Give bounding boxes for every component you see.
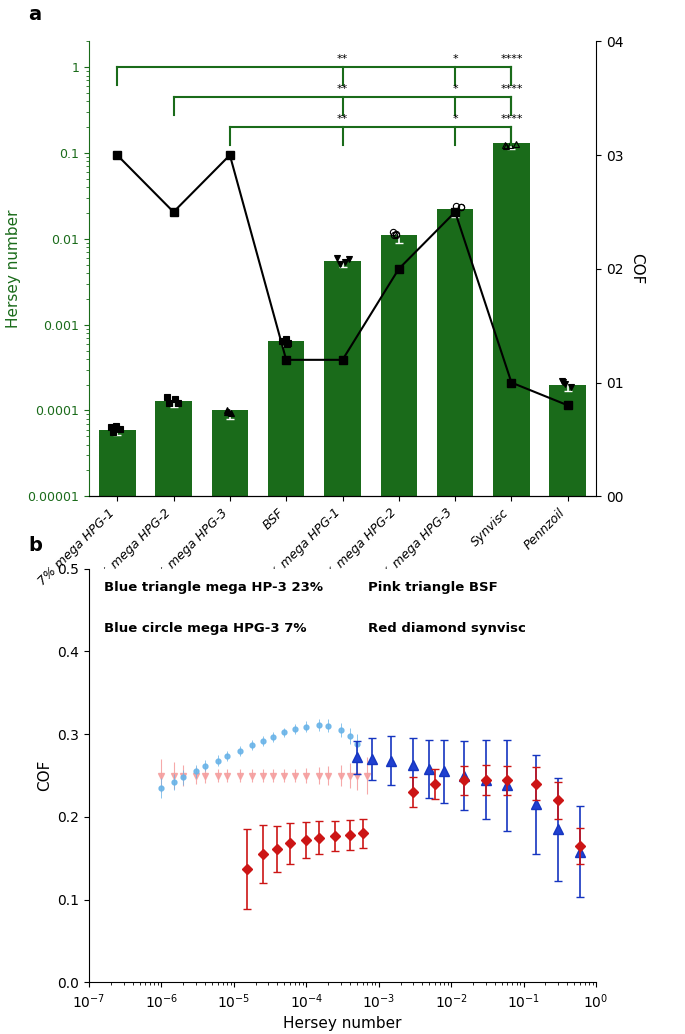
Bar	[212, 410, 248, 1034]
Bar	[549, 385, 586, 1034]
Text: **: **	[337, 84, 348, 94]
Text: **: **	[337, 55, 348, 64]
Bar	[155, 401, 192, 1034]
Text: a: a	[28, 5, 41, 24]
Text: Blue circle mega HPG-3 7%: Blue circle mega HPG-3 7%	[104, 622, 307, 636]
Text: *: *	[452, 84, 458, 94]
Bar	[268, 341, 304, 1034]
Text: Red diamond synvisc: Red diamond synvisc	[368, 622, 525, 636]
Text: *: *	[452, 115, 458, 124]
Text: Pink triangle BSF: Pink triangle BSF	[368, 581, 497, 595]
X-axis label: Hersey number: Hersey number	[284, 1016, 401, 1031]
Bar	[437, 210, 473, 1034]
Y-axis label: Hersey number: Hersey number	[5, 210, 21, 328]
Bar	[99, 429, 136, 1034]
Bar	[493, 144, 530, 1034]
Text: **: **	[337, 115, 348, 124]
Text: *: *	[452, 55, 458, 64]
Bar	[381, 236, 417, 1034]
Text: Blue triangle mega HP-3 23%: Blue triangle mega HP-3 23%	[104, 581, 323, 595]
Bar	[324, 262, 361, 1034]
Text: ****: ****	[500, 115, 523, 124]
Text: ****: ****	[500, 84, 523, 94]
Y-axis label: COF: COF	[629, 253, 644, 284]
Y-axis label: COF: COF	[37, 760, 52, 791]
Text: b: b	[28, 536, 42, 554]
Text: ****: ****	[500, 55, 523, 64]
